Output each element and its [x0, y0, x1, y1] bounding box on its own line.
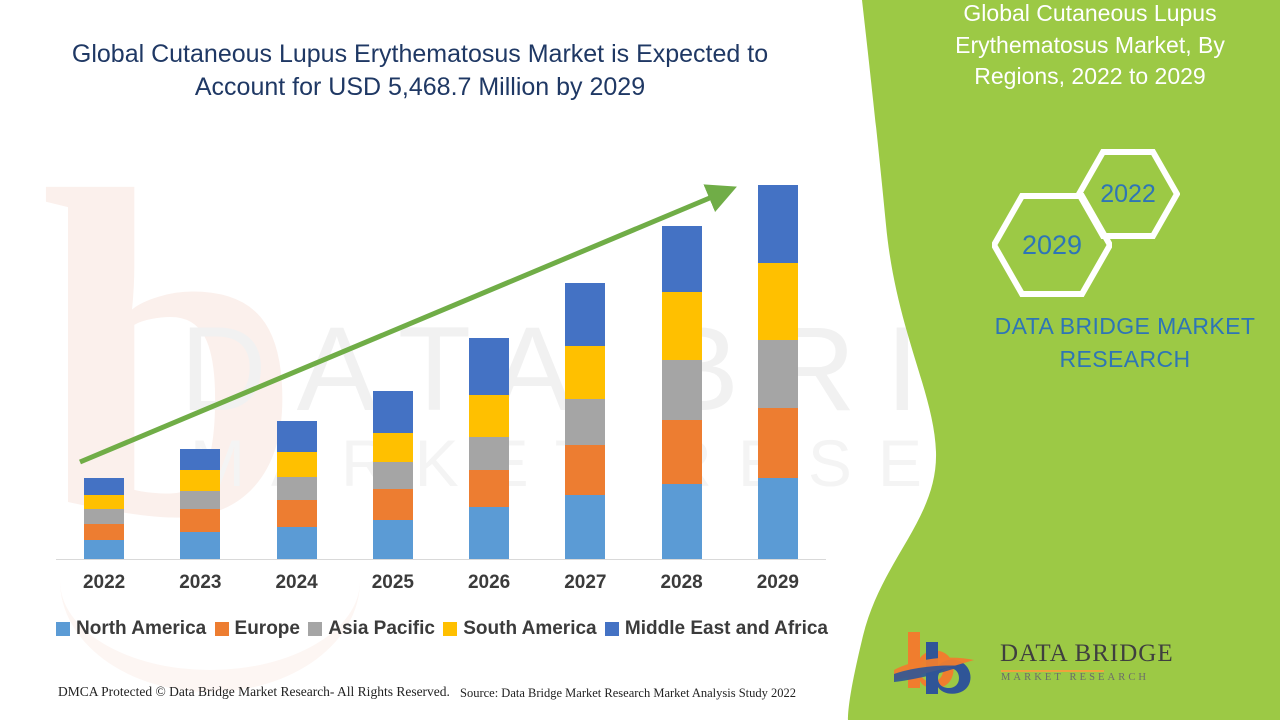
legend-label: Middle East and Africa [624, 618, 828, 639]
bar-segment [276, 452, 317, 478]
bar-segment [180, 469, 221, 491]
bar-segment [84, 523, 125, 541]
legend-label: Europe [234, 618, 300, 639]
bar-segment [276, 526, 317, 559]
bar-segment [469, 395, 510, 437]
hexagon-start-year: 2022 [1075, 148, 1181, 240]
x-axis-label-2022: 2022 [82, 572, 126, 593]
main-title: Global Cutaneous Lupus Erythematosus Mar… [71, 40, 769, 101]
bar-segment [180, 490, 221, 510]
bar-2028 [661, 226, 702, 559]
legend-item: North America [56, 618, 206, 640]
legend-item: South America [443, 618, 597, 640]
x-axis-label-2029: 2029 [756, 572, 800, 593]
data-bridge-logo-icon [894, 632, 974, 694]
legend-swatch [443, 622, 458, 636]
bar-segment [372, 391, 413, 433]
bar-segment [372, 488, 413, 520]
logo-text-sub: MARKET RESEARCH [1001, 672, 1150, 683]
bar-segment [469, 507, 510, 559]
bar-2023 [180, 449, 221, 559]
hexagon-end-year-label: 2029 [1021, 229, 1083, 260]
chart-baseline [56, 559, 826, 560]
legend-swatch [56, 622, 70, 636]
legend-label: North America [76, 618, 207, 639]
legend-swatch [604, 622, 619, 636]
bar-segment [469, 338, 510, 396]
logo-text-main: DATA BRIDGE [1000, 640, 1174, 667]
legend-item: Europe [214, 618, 300, 640]
bar-segment [372, 461, 413, 489]
footer-copyright: DMCA Protected © Data Bridge Market Rese… [58, 684, 450, 699]
legend-swatch [308, 622, 323, 636]
bar-segment [757, 478, 798, 559]
chart-legend: North America Europe Asia Pacific South Ame… [56, 615, 828, 643]
bar-segment [757, 262, 798, 341]
x-axis-label-2023: 2023 [179, 572, 222, 593]
bar-segment [565, 345, 606, 400]
bar-segment [372, 432, 413, 462]
bar-2025 [372, 391, 413, 559]
bar-segment [565, 283, 606, 346]
legend-item: Asia Pacific [308, 618, 435, 640]
bar-segment [276, 477, 317, 500]
bar-segment [661, 291, 702, 361]
bar-2026 [469, 338, 510, 559]
bar-segment [757, 407, 798, 479]
hexagon-start-year-label: 2022 [1100, 179, 1156, 208]
bar-segment [469, 469, 510, 508]
bar-segment [180, 532, 221, 559]
bar-2024 [276, 421, 317, 559]
bar-segment [276, 499, 317, 527]
x-axis-label-2025: 2025 [371, 572, 415, 593]
bar-segment [276, 421, 317, 453]
bar-segment [757, 340, 798, 408]
bar-segment [661, 484, 702, 559]
chart-plot-area [56, 150, 826, 560]
bar-segment [84, 509, 125, 524]
bar-segment [661, 226, 702, 292]
bar-segment [661, 420, 702, 485]
legend-label: South America [463, 618, 597, 639]
bar-segment [469, 436, 510, 470]
bar-segment [757, 185, 798, 263]
bar-segment [565, 445, 606, 495]
x-axis-labels: 2022 2023 2024 2025 2026 2027 2028 2029 [56, 572, 826, 598]
bar-segment [84, 494, 125, 510]
bar-segment [84, 540, 125, 559]
x-axis-label-2026: 2026 [467, 572, 511, 593]
bar-segment [372, 519, 413, 559]
bar-2027 [565, 283, 606, 559]
panel-title: Global Cutaneous Lupus Erythematosus Mar… [955, 0, 1225, 90]
bar-2022 [84, 478, 125, 559]
bar-segment [661, 360, 702, 421]
bar-segment [565, 399, 606, 446]
x-axis-label-2024: 2024 [275, 572, 318, 593]
legend-item: Middle East and Africa [604, 618, 828, 640]
bar-segment [180, 449, 221, 470]
brand-name: DATA BRIDGE MARKET RESEARCH [994, 313, 1256, 372]
bar-segment [565, 494, 606, 559]
logo-divider [1001, 670, 1104, 672]
footer-source: Source: Data Bridge Market Research Mark… [460, 686, 797, 700]
bar-2029 [757, 185, 798, 559]
bar-segment [84, 478, 125, 495]
x-axis-label-2028: 2028 [660, 572, 703, 593]
x-axis-label-2027: 2027 [564, 572, 607, 593]
bar-segment [180, 509, 221, 533]
legend-label: Asia Pacific [328, 618, 435, 639]
legend-swatch [214, 622, 229, 636]
